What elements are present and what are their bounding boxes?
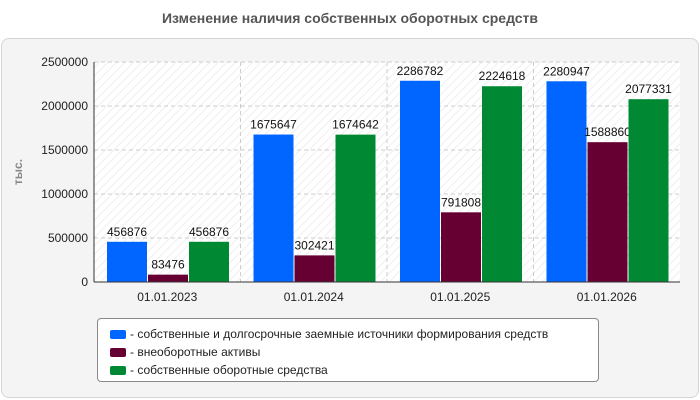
chart-title: Изменение наличия собственных оборотных …: [161, 10, 539, 26]
legend-swatch: [110, 365, 126, 375]
x-tick-label: 01.01.2025: [430, 290, 490, 304]
axes: 0 500000 1000000 1500000 2000000 2500000 01.01…: [41, 55, 680, 304]
bar: [400, 80, 440, 282]
grid-lines: [94, 61, 680, 282]
data-label: 456876: [107, 225, 147, 239]
x-tick-label: 01.01.2023: [137, 290, 197, 304]
bar: [189, 241, 229, 282]
data-label: 2224618: [479, 69, 526, 83]
bar: [587, 142, 628, 282]
legend-item: - собственные и долгосрочные заемные ист…: [110, 325, 598, 343]
bar: [628, 99, 669, 282]
data-label: 2280947: [543, 64, 590, 78]
data-label: 2286782: [397, 64, 444, 78]
legend-item: - собственные оборотные средства: [110, 361, 598, 379]
legend-swatch: [110, 329, 126, 339]
bar: [546, 81, 587, 282]
bars: 456876 83476 456876 1675647 302421 1674642 228…: [107, 64, 672, 283]
legend-swatch: [110, 347, 126, 357]
data-label: 1674642: [332, 118, 379, 132]
bar: [482, 86, 522, 283]
x-tick-label: 01.01.2026: [577, 290, 637, 304]
data-label: 791808: [441, 195, 481, 209]
y-tick-label: 2000000: [41, 99, 88, 113]
data-label: 302421: [294, 238, 334, 252]
bar: [148, 274, 188, 282]
legend-item: - внеоборотные активы: [110, 343, 598, 361]
y-tick-label: 500000: [48, 231, 88, 245]
data-label: 83476: [151, 258, 185, 272]
x-tick-label: 01.01.2024: [284, 290, 344, 304]
y-tick-label: 1000000: [41, 187, 88, 201]
legend-label: - собственные и долгосрочные заемные ист…: [130, 327, 549, 341]
legend: - собственные и долгосрочные заемные ист…: [97, 318, 599, 382]
bar: [335, 134, 376, 282]
y-tick-label: 1500000: [41, 143, 88, 157]
data-label: 1588860: [584, 125, 631, 139]
data-label: 1675647: [250, 118, 297, 132]
y-tick-label: 2500000: [41, 55, 88, 69]
y-tick-label: 0: [81, 275, 88, 289]
bar: [441, 212, 481, 282]
legend-label: - внеоборотные активы: [130, 345, 261, 359]
bar: [107, 241, 147, 282]
data-label: 456876: [189, 225, 229, 239]
bar: [294, 255, 335, 282]
y-axis-label: тыс.: [11, 159, 25, 185]
legend-label: - собственные оборотные средства: [130, 363, 328, 377]
bar: [253, 134, 294, 282]
data-label: 2077331: [625, 82, 672, 96]
